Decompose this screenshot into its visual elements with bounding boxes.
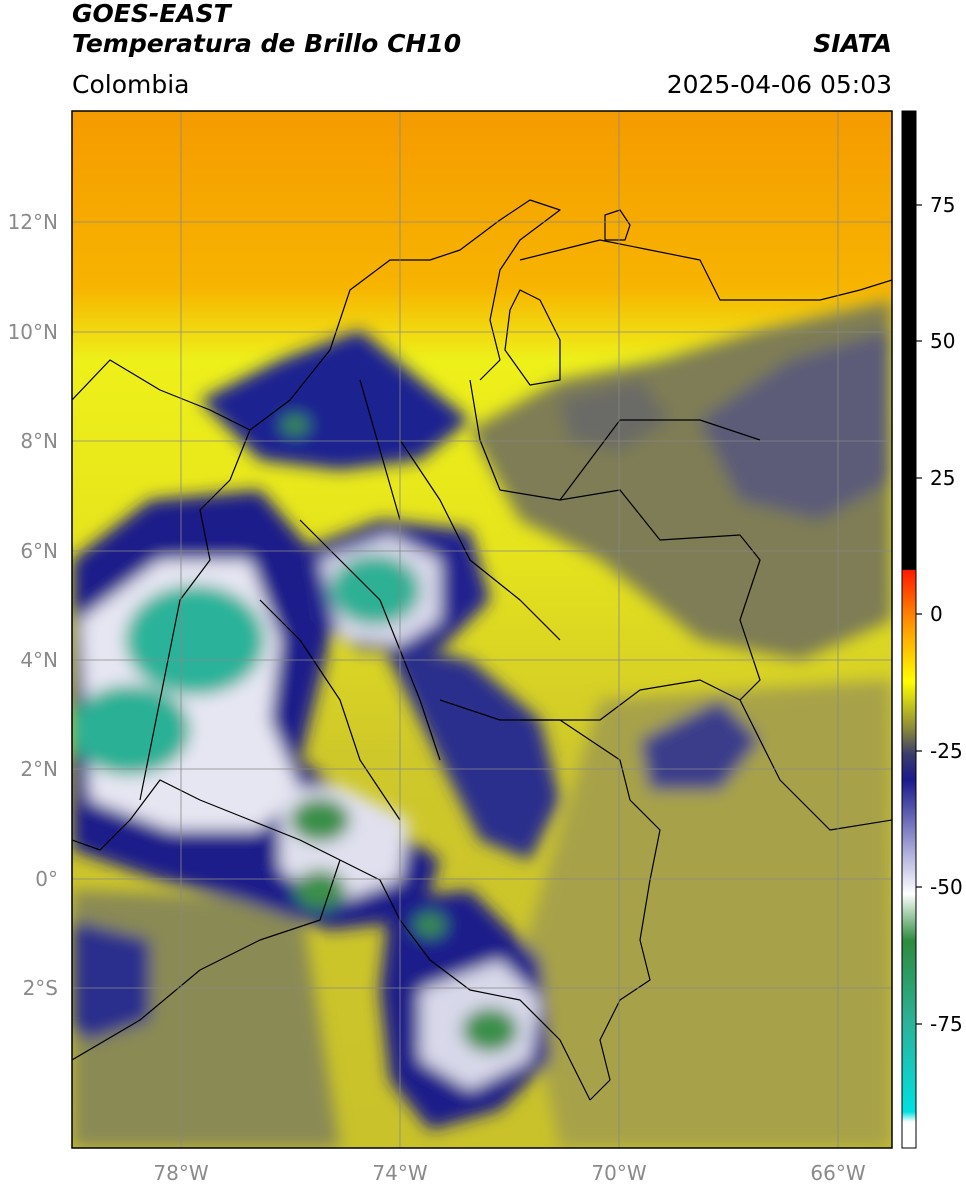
product-title: Temperatura de Brillo CH10 — [72, 29, 462, 58]
lat-label-4: 4°N — [20, 648, 58, 672]
map-imagery — [72, 111, 892, 1148]
lat-label-10: 10°N — [8, 320, 58, 344]
colorbar-ticks — [916, 204, 922, 1025]
cb-label-25: 25 — [930, 466, 955, 490]
colorbar-labels: 75 50 25 0 -25 -50 -75 — [930, 193, 963, 1036]
cold-top-green-small — [414, 913, 446, 937]
cloud-navy-band — [380, 640, 560, 860]
colombia-peru-border — [339, 859, 591, 1101]
cb-label-m75: -75 — [930, 1012, 963, 1036]
cb-label-0: 0 — [930, 602, 943, 626]
organization-label: SIATA — [813, 29, 892, 58]
region-label: Colombia — [72, 70, 190, 99]
gridlines — [72, 111, 892, 1148]
map-frame — [71, 110, 893, 1149]
colorbar: 75 50 25 0 -25 -50 -75 — [901, 110, 963, 1149]
lat-label-8: 8°N — [20, 429, 58, 453]
cloud-layers — [72, 300, 892, 1148]
lat-label-m2: 2°S — [23, 976, 58, 1000]
department-lines-4 — [359, 379, 401, 521]
lat-tick-labels: 12°N 10°N 8°N 6°N 4°N 2°N 0° 2°S — [8, 210, 58, 1000]
colorbar-strip — [901, 110, 917, 1149]
timestamp-label: 2025-04-06 05:03 — [666, 70, 892, 99]
cloud-olive-south — [520, 680, 892, 1148]
brazil-venezuela-border — [739, 699, 892, 831]
cb-label-50: 50 — [930, 329, 955, 353]
lat-label-12: 12°N — [8, 210, 58, 234]
peru-border-south — [72, 859, 341, 1061]
cloud-slate-northeast — [700, 330, 892, 520]
north-coast — [72, 199, 561, 431]
cold-top-green-south — [290, 798, 350, 842]
department-lines-5 — [439, 699, 560, 721]
lon-tick-labels: 78°W 74°W 70°W 66°W — [153, 1161, 865, 1185]
department-lines-1 — [299, 519, 441, 761]
pacific-coast — [139, 429, 251, 801]
cold-top-green-north — [281, 415, 309, 435]
cloud-navy-north — [200, 330, 470, 470]
satellite-title: GOES-EAST — [72, 0, 231, 28]
colombia-venezuela-border — [469, 379, 761, 721]
cloud-navy-southwest — [72, 920, 150, 1040]
lat-label-2: 2°N — [20, 757, 58, 781]
cold-top-teal-west — [125, 585, 265, 695]
lon-label-78: 78°W — [153, 1161, 208, 1185]
cold-top-teal-southwest — [72, 685, 190, 775]
cb-label-m25: -25 — [930, 739, 963, 763]
department-lines-2 — [259, 599, 401, 821]
country-borders — [72, 199, 892, 1101]
cloud-navy-east — [640, 700, 760, 790]
lake-maracaibo — [504, 289, 561, 386]
cold-top-green-southwest — [294, 870, 346, 910]
cloud-slate-center — [560, 380, 670, 450]
lon-label-74: 74°W — [372, 1161, 427, 1185]
venezuela-coast — [519, 239, 892, 301]
lat-label-6: 6°N — [20, 539, 58, 563]
lat-label-0: 0° — [35, 867, 58, 891]
ecuador-border — [72, 779, 341, 861]
colombia-brazil-border — [559, 719, 661, 1101]
department-lines-3 — [399, 439, 561, 641]
cb-label-75: 75 — [930, 193, 955, 217]
cold-top-teal-center — [330, 555, 420, 625]
venezuela-states — [559, 419, 761, 501]
cold-top-green-southeast — [462, 1008, 518, 1052]
cb-label-m50: -50 — [930, 875, 963, 899]
lon-label-70: 70°W — [591, 1161, 646, 1185]
paraguana — [604, 209, 631, 241]
lon-label-66: 66°W — [810, 1161, 865, 1185]
